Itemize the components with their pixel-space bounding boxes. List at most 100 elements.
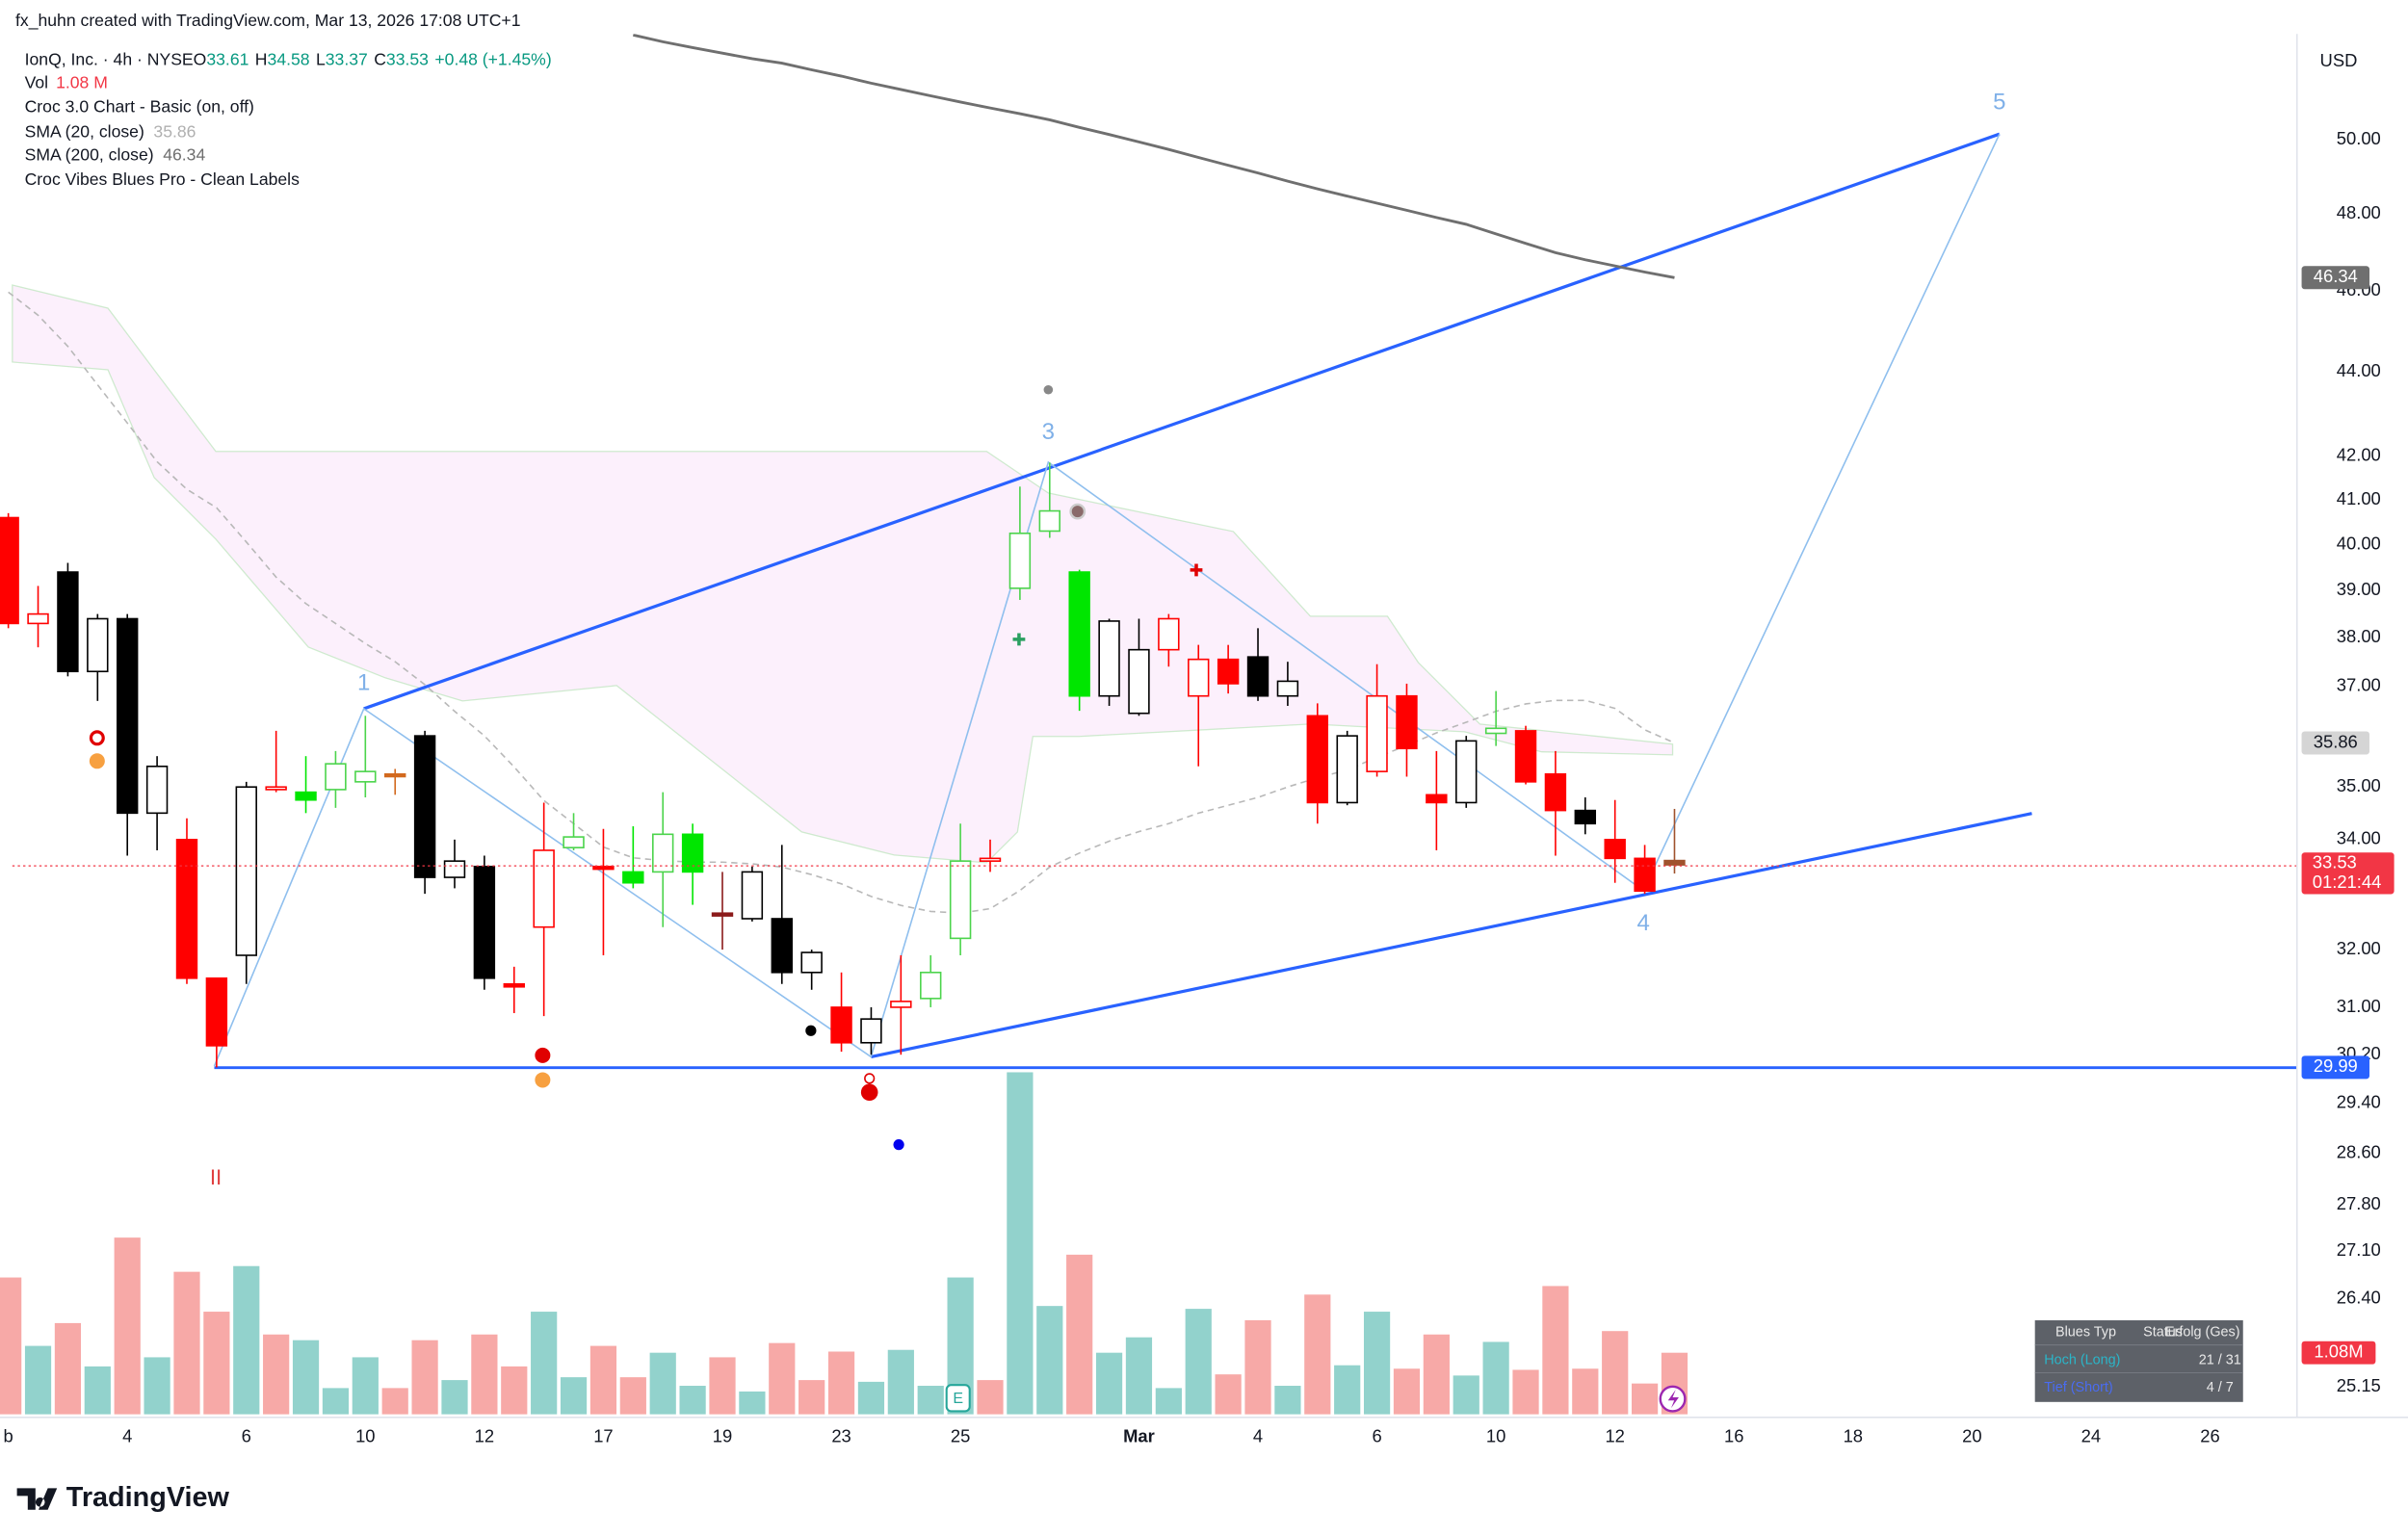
sma20-badge: 35.86	[2314, 731, 2358, 751]
candle-body	[1634, 857, 1656, 893]
candle-body	[920, 972, 942, 1000]
candle-body	[890, 1001, 912, 1008]
volume-bar	[1512, 1369, 1539, 1415]
trend-line-lower	[870, 812, 2032, 1059]
candle-body	[652, 833, 674, 873]
legend-sma: SMA (20, close) 35.86	[25, 121, 196, 141]
y-tick-label: 27.80	[2337, 1193, 2381, 1213]
y-tick-label: 28.60	[2337, 1142, 2381, 1162]
blues-table: Blues Typ Status Erfolg (Ges) Hoch (Long…	[2034, 1320, 2243, 1402]
volume-bar	[1304, 1294, 1331, 1415]
wave-label: 3	[1042, 419, 1055, 445]
volume-bar	[739, 1391, 766, 1415]
logo-text: TradingView	[66, 1482, 230, 1513]
candle-body	[533, 849, 555, 928]
volume-bar	[501, 1366, 528, 1415]
x-tick-label: 10	[355, 1425, 375, 1445]
signal-markers: E	[12, 384, 2297, 1413]
candles	[0, 462, 1686, 1068]
earnings-badge-text: E	[953, 1391, 963, 1407]
volume-bar	[441, 1380, 468, 1415]
table-cell: 21 / 31	[2199, 1352, 2241, 1367]
candle-body	[563, 836, 585, 848]
legend-change: +0.48 (+1.45%)	[434, 49, 551, 68]
volume-bar	[114, 1237, 141, 1415]
signal-dot	[89, 753, 105, 769]
legend-ohlc-value: 33.37	[326, 49, 368, 68]
legend-sma-name: SMA (200, close)	[25, 144, 154, 164]
candle-body	[1038, 509, 1060, 533]
candle-body	[1336, 735, 1358, 804]
volume-bar	[560, 1377, 588, 1415]
signal-cross	[1012, 633, 1026, 646]
x-tick-label: 12	[1605, 1425, 1624, 1445]
lightning-icon	[1667, 1390, 1679, 1409]
volume-bar	[203, 1312, 230, 1415]
currency: USD	[2320, 50, 2358, 70]
candle-body	[1366, 694, 1388, 772]
sma-line	[8, 291, 1675, 915]
x-tick-label: 18	[1844, 1425, 1863, 1445]
volume-bar	[1274, 1386, 1301, 1415]
volume-bar	[798, 1380, 825, 1415]
price-badge: 33.53	[2313, 851, 2357, 872]
signal-dot	[805, 1025, 817, 1036]
support-badge: 29.99	[2314, 1055, 2358, 1076]
candle-body	[681, 833, 704, 873]
candle-body	[1396, 694, 1418, 750]
candle-body	[1068, 571, 1090, 697]
signal-dot	[535, 1047, 551, 1063]
volume-bar	[54, 1322, 82, 1415]
legend-ohlc-letter: H	[255, 49, 268, 68]
signal-dot	[1043, 384, 1054, 395]
legend-volume: Vol 1.08 M	[25, 72, 108, 91]
volume-bar	[709, 1357, 736, 1415]
legend-ohlc-letter: O	[194, 49, 207, 68]
candle-body	[295, 791, 317, 801]
y-tick-label: 34.00	[2337, 828, 2381, 848]
support-badge-bg	[2301, 1055, 2369, 1080]
table-header: Blues Typ	[2055, 1325, 2116, 1341]
x-tick-label: 20	[1962, 1425, 1981, 1445]
candle-body	[1604, 839, 1626, 860]
candle-body	[325, 763, 347, 791]
legend-ohlc-letter: C	[374, 49, 386, 68]
earnings-badge[interactable]	[945, 1384, 971, 1413]
volume-bar	[1244, 1319, 1271, 1415]
signal-ring	[864, 1073, 876, 1084]
volume-bar	[1631, 1383, 1659, 1415]
signal-dot	[1069, 503, 1086, 520]
volume-bar	[292, 1340, 320, 1415]
x-tick-label: 25	[951, 1425, 970, 1445]
volume-bar	[1423, 1334, 1450, 1415]
x-tick-label: 24	[2081, 1425, 2101, 1445]
volume-bar	[887, 1349, 914, 1415]
volume-bar	[352, 1357, 379, 1415]
y-tick-label: 39.00	[2337, 579, 2381, 599]
volume-bar	[1602, 1331, 1629, 1415]
table-bg	[2034, 1320, 2243, 1402]
candle-body	[443, 860, 466, 878]
trend-line-upper	[363, 132, 2001, 711]
volume-bar	[827, 1351, 855, 1415]
axes: 50.0048.0046.0044.0042.0041.0040.0039.00…	[4, 128, 2395, 1445]
legend-indicator: Croc 3.0 Chart - Basic (on, off)	[25, 97, 254, 117]
volume-bar	[679, 1386, 706, 1415]
signal-dot	[860, 1083, 878, 1102]
volume-bar	[769, 1342, 796, 1415]
legend-ohlc-value: 33.61	[206, 49, 249, 68]
candle-body	[1574, 809, 1597, 825]
y-tick-label: 50.00	[2337, 128, 2381, 148]
legend-sma-name: SMA (20, close)	[25, 121, 144, 141]
legend-sma: SMA (200, close) 46.34	[25, 144, 206, 164]
y-tick-label: 32.00	[2337, 938, 2381, 958]
candle-body	[1158, 617, 1180, 651]
x-tick-label: 23	[831, 1425, 851, 1445]
candle-body	[27, 612, 49, 625]
volume-bar	[1215, 1374, 1242, 1415]
legend-ohlc-value: 34.58	[268, 49, 310, 68]
candle-body	[1188, 658, 1210, 697]
sma200-badge-bg	[2301, 266, 2369, 290]
candle-body	[949, 860, 972, 940]
